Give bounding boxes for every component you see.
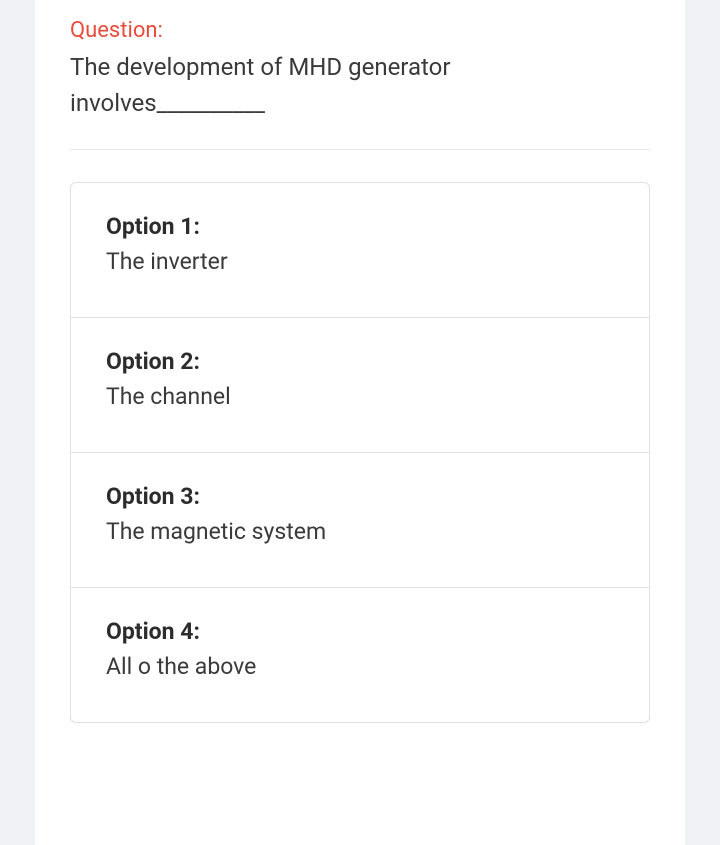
option-label: Option 1: [106, 213, 614, 240]
options-container: Option 1: The inverter Option 2: The cha… [70, 182, 650, 723]
option-item[interactable]: Option 3: The magnetic system [71, 453, 649, 588]
option-item[interactable]: Option 4: All o the above [71, 588, 649, 722]
option-label: Option 3: [106, 483, 614, 510]
option-item[interactable]: Option 2: The channel [71, 318, 649, 453]
question-text: The development of MHD generator involve… [70, 49, 650, 150]
option-text: The channel [106, 383, 614, 410]
option-text: The inverter [106, 248, 614, 275]
question-card: Question: The development of MHD generat… [35, 0, 685, 845]
option-text: The magnetic system [106, 518, 614, 545]
question-label: Question: [70, 0, 650, 43]
option-text: All o the above [106, 653, 614, 680]
option-label: Option 4: [106, 618, 614, 645]
option-label: Option 2: [106, 348, 614, 375]
option-item[interactable]: Option 1: The inverter [71, 183, 649, 318]
